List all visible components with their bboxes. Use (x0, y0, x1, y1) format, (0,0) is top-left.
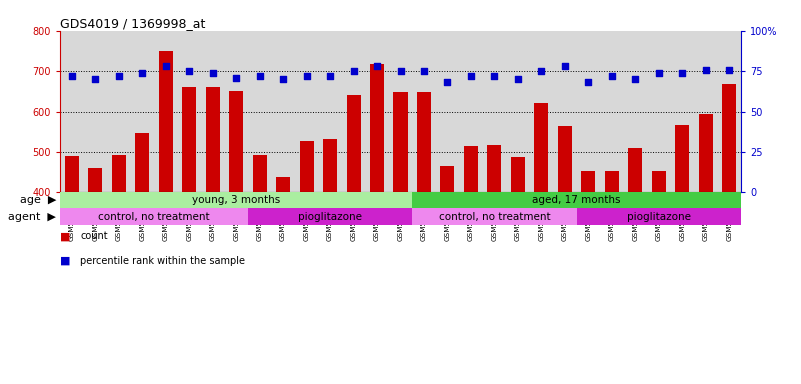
Bar (248, 209, 413, 225)
Point (417, 68, 430, 74)
Point (465, 73, 477, 79)
Bar (605, 170, 619, 192)
Bar (135, 132, 149, 192)
Bar (413, 192, 741, 209)
Point (582, 79, 594, 86)
Point (629, 76, 642, 82)
Bar (347, 95, 360, 192)
Bar (229, 91, 244, 192)
Point (66, 73, 78, 79)
Bar (252, 155, 267, 192)
Bar (534, 103, 549, 192)
Point (136, 70, 149, 76)
Text: percentile rank within the sample: percentile rank within the sample (80, 256, 245, 266)
Bar (577, 209, 741, 225)
Bar (698, 114, 713, 192)
Point (324, 73, 336, 79)
Point (159, 63, 172, 70)
Point (347, 68, 360, 74)
Point (276, 76, 289, 82)
Point (441, 79, 454, 86)
Bar (628, 148, 642, 192)
Text: GDS4019 / 1369998_at: GDS4019 / 1369998_at (60, 17, 205, 30)
Point (230, 74, 243, 81)
Bar (300, 141, 314, 192)
Text: young, 3 months: young, 3 months (192, 195, 280, 205)
Bar (511, 157, 525, 192)
Point (676, 70, 689, 76)
Point (394, 68, 407, 74)
Text: agent  ▶: agent ▶ (8, 212, 56, 222)
Point (371, 63, 384, 70)
Point (112, 73, 125, 79)
Bar (111, 155, 126, 192)
Bar (675, 125, 690, 192)
Point (652, 70, 665, 76)
Point (535, 68, 548, 74)
Bar (159, 51, 173, 192)
Bar (582, 171, 595, 192)
Bar (206, 87, 219, 192)
Bar (182, 87, 196, 192)
Point (606, 73, 618, 79)
Text: ■: ■ (60, 256, 70, 266)
Bar (417, 92, 431, 192)
Text: aged, 17 months: aged, 17 months (533, 195, 621, 205)
Point (488, 73, 501, 79)
Bar (323, 139, 337, 192)
Point (207, 70, 219, 76)
Point (89, 76, 102, 82)
Text: count: count (80, 231, 107, 241)
Point (723, 66, 735, 73)
Text: control, no treatment: control, no treatment (439, 212, 550, 222)
Point (183, 68, 195, 74)
Bar (276, 177, 290, 192)
Text: pioglitazone: pioglitazone (298, 212, 362, 222)
Bar (60, 192, 413, 209)
Bar (88, 168, 103, 192)
Bar (65, 156, 78, 192)
Bar (393, 92, 408, 192)
Point (300, 73, 313, 79)
Bar (464, 146, 478, 192)
Text: pioglitazone: pioglitazone (626, 212, 690, 222)
Bar (557, 126, 572, 192)
Bar (413, 209, 577, 225)
Bar (723, 84, 736, 192)
Point (253, 73, 266, 79)
Bar (60, 209, 248, 225)
Bar (652, 171, 666, 192)
Text: control, no treatment: control, no treatment (99, 212, 210, 222)
Point (512, 76, 525, 82)
Bar (487, 145, 501, 192)
Text: ■: ■ (60, 231, 70, 241)
Bar (441, 166, 454, 192)
Point (558, 63, 571, 70)
Text: age  ▶: age ▶ (20, 195, 56, 205)
Point (699, 66, 712, 73)
Bar (370, 64, 384, 192)
